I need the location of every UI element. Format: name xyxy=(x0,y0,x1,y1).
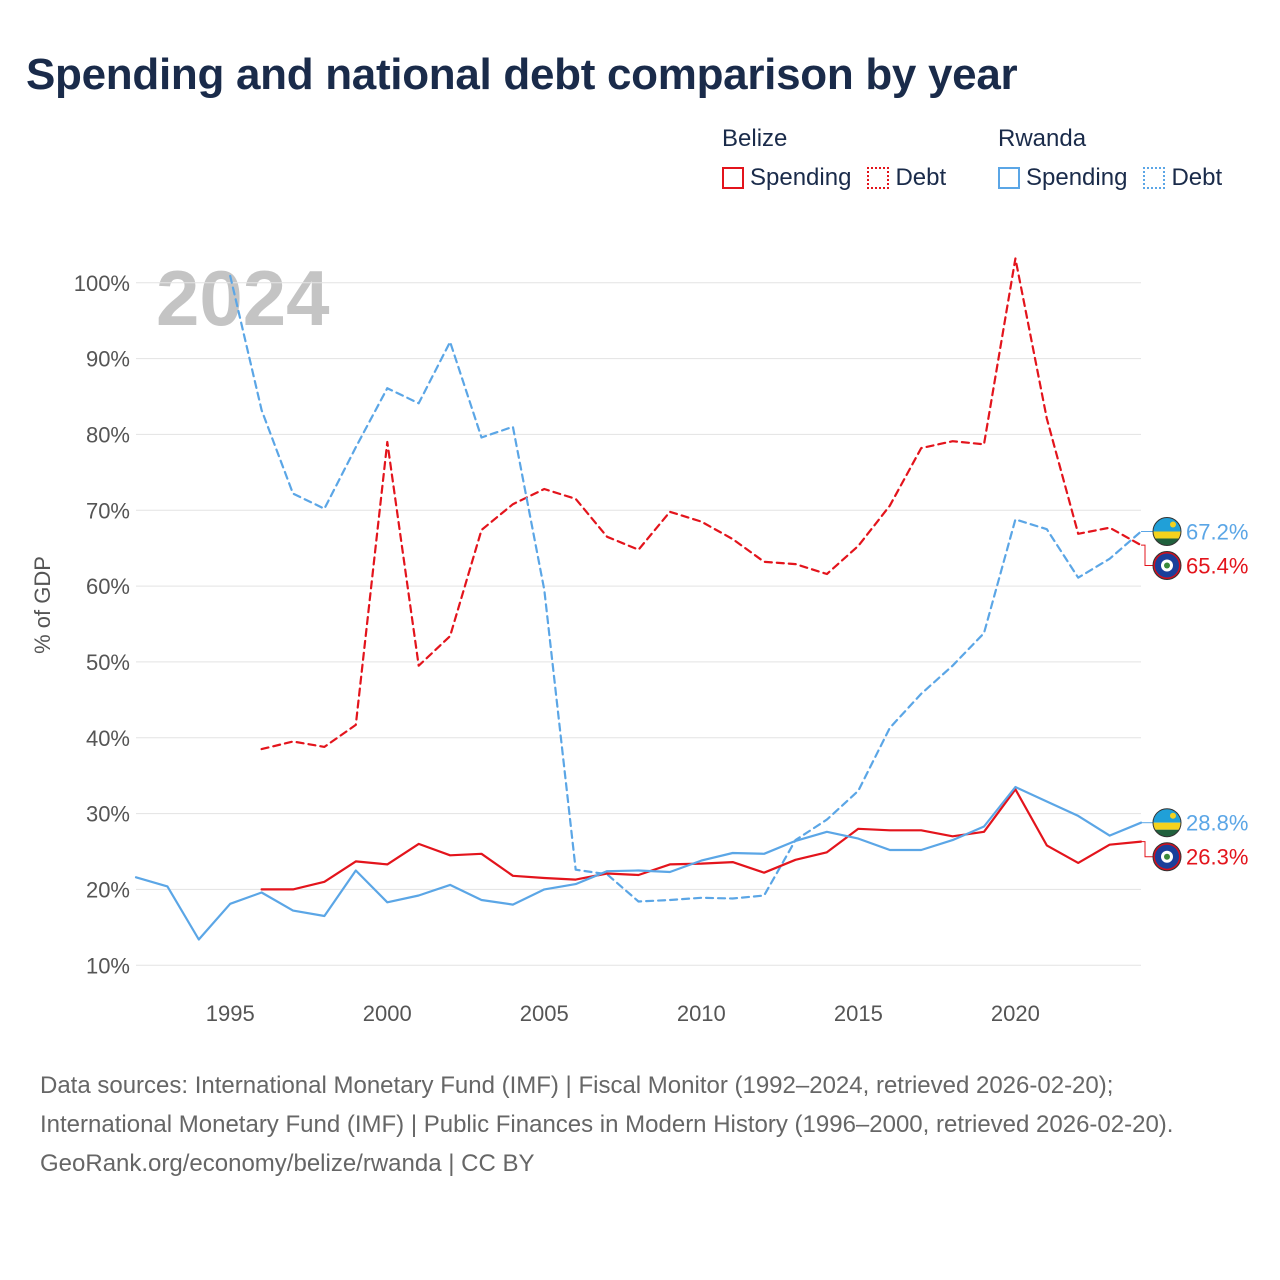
legend-belize-title: Belize xyxy=(722,125,788,152)
belize-spending-swatch xyxy=(722,167,744,189)
legend-rwanda: Rwanda Spending Debt xyxy=(998,122,1222,192)
end-label-belize-spending: 26.3% xyxy=(1186,845,1248,870)
rwanda-debt-swatch xyxy=(1143,167,1166,189)
y-tick-label: 100% xyxy=(74,271,130,296)
legend-belize-spending[interactable]: Spending xyxy=(722,164,851,192)
end-label-rwanda-spending: 28.8% xyxy=(1186,811,1248,836)
y-tick-label: 40% xyxy=(86,726,130,751)
rwanda-flag-icon xyxy=(1152,808,1182,838)
rwanda-spending-swatch xyxy=(998,167,1020,189)
y-tick-label: 50% xyxy=(86,650,130,675)
y-tick-label: 90% xyxy=(86,347,130,372)
y-tick-label: 80% xyxy=(86,422,130,447)
legend-rwanda-spending[interactable]: Spending xyxy=(998,164,1127,192)
end-label-connector xyxy=(1141,841,1153,858)
legend-rwanda-debt-label: Debt xyxy=(1171,164,1223,191)
belize-flag-icon xyxy=(1152,842,1182,872)
series-line-rwanda-debt xyxy=(229,274,1143,903)
y-axis-label: % of GDP xyxy=(30,556,55,654)
belize-debt-swatch xyxy=(867,167,890,189)
x-tick-label: 2015 xyxy=(834,1001,883,1026)
legend-belize-debt-label: Debt xyxy=(895,164,947,191)
x-tick-label: 2000 xyxy=(363,1001,412,1026)
x-tick-label: 2020 xyxy=(991,1001,1040,1026)
legend-belize-debt[interactable]: Debt xyxy=(867,164,946,192)
rwanda-flag-icon xyxy=(1152,517,1182,546)
x-tick-label: 2010 xyxy=(677,1001,726,1026)
legend-rwanda-debt[interactable]: Debt xyxy=(1143,164,1222,192)
credit-link[interactable]: GeoRank.org/economy/belize/rwanda | CC B… xyxy=(40,1150,535,1177)
data-sources: Data sources: International Monetary Fun… xyxy=(40,1072,1174,1138)
x-tick-label: 2005 xyxy=(520,1001,569,1026)
series-line-rwanda-spending xyxy=(134,785,1143,941)
legend-rwanda-title: Rwanda xyxy=(998,125,1087,152)
series-line-belize-spending xyxy=(260,788,1143,891)
y-tick-label: 70% xyxy=(86,498,130,523)
belize-flag-icon xyxy=(1152,551,1182,580)
y-tick-label: 10% xyxy=(86,953,130,978)
end-label-belize-debt: 65.4% xyxy=(1186,553,1248,578)
y-tick-label: 30% xyxy=(86,802,130,827)
legend-rwanda-spending-label: Spending xyxy=(1026,164,1128,191)
end-label-connector xyxy=(1141,544,1153,566)
end-label-rwanda-debt: 67.2% xyxy=(1186,519,1248,544)
footer: Data sources: International Monetary Fun… xyxy=(40,1066,1240,1183)
y-tick-label: 20% xyxy=(86,877,130,902)
chart-title: Spending and national debt comparison by… xyxy=(26,50,1018,99)
legend-belize: Belize Spending Debt xyxy=(722,122,946,192)
series-line-belize-debt xyxy=(260,257,1143,751)
x-tick-label: 1995 xyxy=(206,1001,255,1026)
y-tick-label: 60% xyxy=(86,574,130,599)
legend-belize-spending-label: Spending xyxy=(750,164,852,191)
